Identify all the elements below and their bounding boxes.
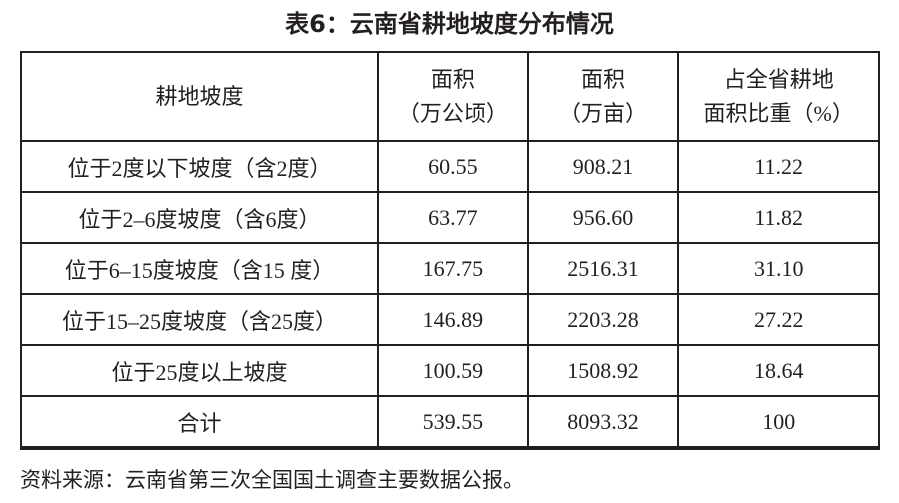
header-unit: （万公顷） [397, 100, 508, 126]
table-row: 位于15–25度坡度（含25度） 146.89 2203.28 27.22 [20, 293, 880, 346]
header-text: 耕地坡度 [155, 83, 244, 109]
cell-share: 11.82 [677, 191, 880, 244]
cell-area-mu: 2516.31 [526, 242, 680, 295]
header-share: 占全省耕地面积比重（%） [677, 51, 880, 142]
header-slope: 耕地坡度 [20, 51, 379, 142]
cell-slope: 位于6–15度坡度（含15 度） [20, 242, 379, 295]
cell-area-mu: 1508.92 [526, 344, 680, 397]
cell-area-mu: 2203.28 [526, 293, 680, 346]
header-unit: 面积比重（%） [703, 100, 854, 126]
header-unit: （万亩） [559, 100, 648, 126]
cell-slope: 位于15–25度坡度（含25度） [20, 293, 379, 346]
cell-share: 18.64 [677, 344, 880, 397]
cell-slope: 位于2度以下坡度（含2度） [20, 140, 379, 193]
cell-area-mu: 908.21 [526, 140, 680, 193]
cell-area-hectare: 539.55 [376, 395, 529, 450]
cell-share: 11.22 [677, 140, 880, 193]
cell-slope: 位于25度以上坡度 [20, 344, 379, 397]
cell-area-mu: 8093.32 [526, 395, 680, 450]
table-row: 位于2–6度坡度（含6度） 63.77 956.60 11.82 [20, 191, 880, 244]
total-row: 合计 539.55 8093.32 100 [20, 395, 880, 450]
header-area-hectare: 面积 （万公顷） [376, 51, 529, 142]
header-text: 面积 [581, 66, 626, 92]
table-title: 表6：云南省耕地坡度分布情况 [285, 10, 614, 38]
cell-area-hectare: 60.55 [376, 140, 529, 193]
cell-area-hectare: 167.75 [376, 242, 529, 295]
cell-slope: 合计 [20, 395, 379, 450]
table-row: 位于6–15度坡度（含15 度） 167.75 2516.31 31.10 [20, 242, 880, 295]
cell-slope: 位于2–6度坡度（含6度） [20, 191, 379, 244]
cell-share: 27.22 [677, 293, 880, 346]
cell-share: 100 [677, 395, 880, 450]
table-row: 位于25度以上坡度 100.59 1508.92 18.64 [20, 344, 880, 397]
cell-area-mu: 956.60 [526, 191, 680, 244]
header-text: 面积 [430, 66, 475, 92]
cell-area-hectare: 146.89 [376, 293, 529, 346]
cell-area-hectare: 100.59 [376, 344, 529, 397]
source-note: 资料来源：云南省第三次全国国土调查主要数据公报。 [20, 468, 524, 492]
slope-distribution-table: 耕地坡度 面积 （万公顷） 面积 （万亩） 占全省耕地面积比重（%） 位于2度以下坡… [20, 51, 880, 450]
header-area-mu: 面积 （万亩） [526, 51, 680, 142]
header-row: 耕地坡度 面积 （万公顷） 面积 （万亩） 占全省耕地面积比重（%） [20, 51, 880, 142]
table-row: 位于2度以下坡度（含2度） 60.55 908.21 11.22 [20, 140, 880, 193]
cell-area-hectare: 63.77 [376, 191, 529, 244]
header-text: 占全省耕地 [723, 66, 834, 92]
cell-share: 31.10 [677, 242, 880, 295]
